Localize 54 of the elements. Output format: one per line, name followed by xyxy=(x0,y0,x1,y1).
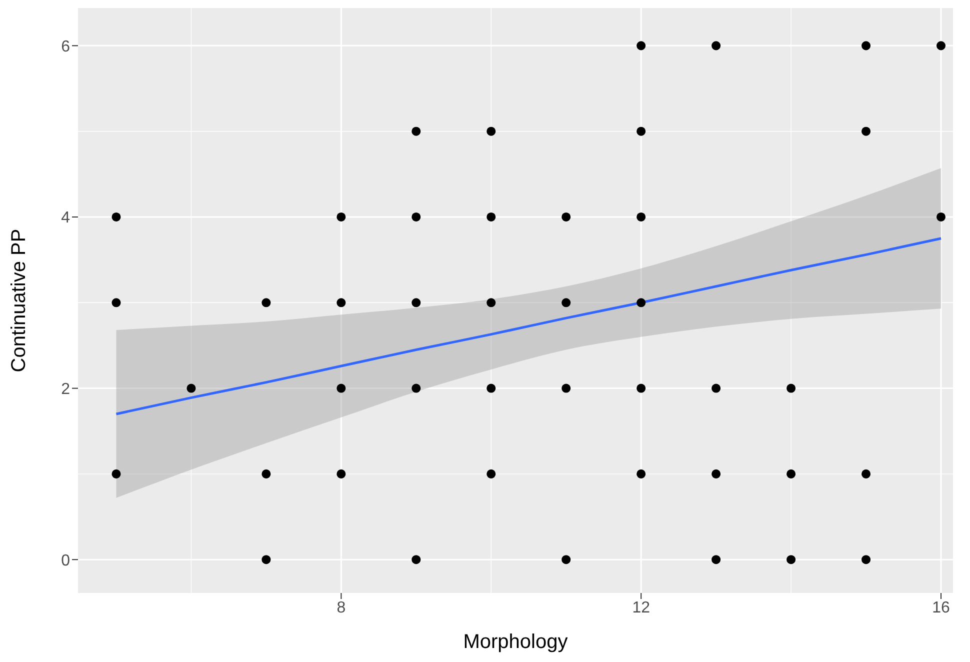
point xyxy=(712,384,721,393)
point xyxy=(562,555,571,564)
point xyxy=(262,298,271,308)
y-tick-label: 2 xyxy=(61,380,70,398)
point xyxy=(112,212,121,222)
x-tick-label: 12 xyxy=(632,599,650,616)
point xyxy=(112,298,121,308)
point xyxy=(562,212,571,222)
point xyxy=(562,298,571,308)
point xyxy=(336,298,346,308)
point xyxy=(112,469,121,478)
point xyxy=(712,41,721,50)
point xyxy=(636,384,646,393)
point xyxy=(336,212,346,222)
point xyxy=(636,469,646,478)
point xyxy=(862,126,871,136)
point xyxy=(636,41,646,50)
point xyxy=(412,555,421,564)
point xyxy=(486,469,496,478)
y-axis-title: Continuative PP xyxy=(8,228,30,372)
y-tick-label: 6 xyxy=(61,38,70,56)
point xyxy=(186,384,196,393)
point xyxy=(862,469,871,478)
point xyxy=(636,212,646,222)
point xyxy=(636,298,646,308)
x-axis-title: Morphology xyxy=(463,631,568,653)
point xyxy=(412,298,421,308)
point xyxy=(562,384,571,393)
point xyxy=(412,384,421,393)
point xyxy=(486,384,496,393)
point xyxy=(786,469,796,478)
point xyxy=(862,41,871,50)
point xyxy=(486,212,496,222)
x-tick-label: 16 xyxy=(932,599,950,616)
point xyxy=(936,212,946,222)
line-series xyxy=(114,237,942,416)
y-tick-label: 4 xyxy=(61,210,70,227)
point xyxy=(486,298,496,308)
y-tick-label: 0 xyxy=(61,552,70,570)
point xyxy=(636,126,646,136)
point xyxy=(712,469,721,478)
point xyxy=(936,41,946,50)
point xyxy=(262,555,271,564)
point xyxy=(336,469,346,478)
point xyxy=(786,555,796,564)
point xyxy=(336,384,346,393)
point xyxy=(486,126,496,136)
point xyxy=(712,555,721,564)
point xyxy=(412,212,421,222)
x-tick-label: 8 xyxy=(336,599,346,616)
point xyxy=(412,126,421,136)
point xyxy=(862,555,871,564)
point xyxy=(262,469,271,478)
point xyxy=(786,384,796,393)
